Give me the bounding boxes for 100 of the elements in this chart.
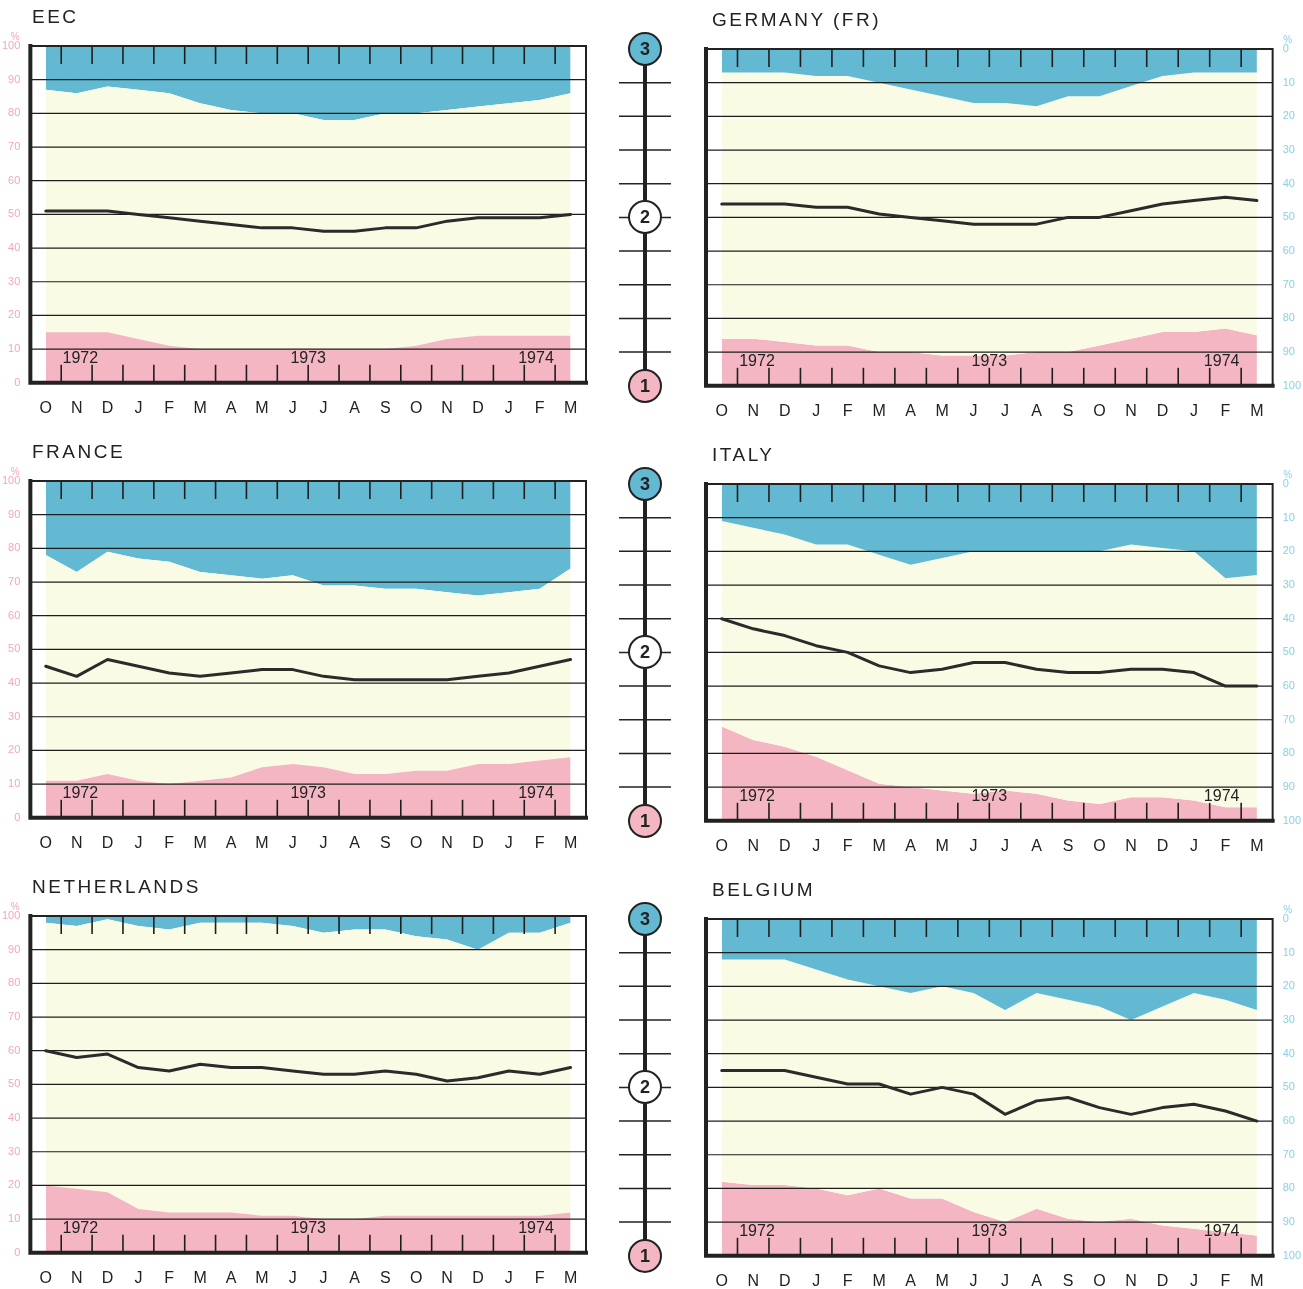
y-tick-label: 80 <box>8 106 21 119</box>
x-tick-label: O <box>409 1268 423 1286</box>
annotation: 1973 <box>971 787 1008 805</box>
x-tick-label: M <box>1250 836 1264 854</box>
chart-title: EEC <box>32 6 79 28</box>
y2-tick-label: 30 <box>1282 578 1295 591</box>
x-tick-label: J <box>134 398 143 416</box>
x-tick-label: J <box>134 1268 143 1286</box>
y-tick-label: 70 <box>8 575 21 588</box>
x-tick-label: M <box>563 833 578 851</box>
x-tick-label: S <box>1062 836 1074 854</box>
annotation: 1972 <box>62 784 99 802</box>
annotation: 1972 <box>739 1222 775 1240</box>
x-tick-label: N <box>747 836 759 854</box>
y-tick-label: 80 <box>8 541 21 554</box>
x-tick-label: J <box>812 401 821 419</box>
y-tick-label: 70 <box>8 140 21 153</box>
x-tick-label: N <box>1125 836 1137 854</box>
x-tick-label: F <box>534 1268 545 1286</box>
y2-axis-title: % <box>1283 903 1293 915</box>
y-tick-label: 20 <box>8 743 21 756</box>
x-tick-label: M <box>255 833 269 851</box>
y-tick-label: 60 <box>8 1043 21 1056</box>
x-tick-label: O <box>1093 401 1106 419</box>
y-tick-label: 10 <box>8 777 21 790</box>
y2-tick-label: 20 <box>1282 979 1295 992</box>
x-tick-label: A <box>1031 1271 1043 1289</box>
y2-tick-label: 70 <box>1282 1147 1295 1160</box>
x-tick-label: A <box>905 836 917 854</box>
x-tick-label: O <box>715 401 728 419</box>
text: 3 <box>628 467 662 501</box>
x-tick-label: F <box>842 836 853 854</box>
x-tick-label: J <box>288 833 297 851</box>
y-tick-label: 30 <box>8 1144 21 1157</box>
x-tick-label: F <box>534 833 545 851</box>
x-tick-label: M <box>935 401 949 419</box>
x-tick-label: N <box>70 1268 83 1286</box>
y2-tick-label: 90 <box>1282 780 1295 793</box>
x-tick-label: A <box>225 1268 237 1286</box>
y2-tick-label: 50 <box>1282 210 1295 223</box>
y2-tick-label: 60 <box>1282 1114 1295 1127</box>
x-tick-label: S <box>1062 1271 1074 1289</box>
y2-tick-label: 10 <box>1282 510 1295 523</box>
y2-tick-label: 90 <box>1282 345 1295 358</box>
y2-tick-label: 0 <box>1282 477 1289 490</box>
y2-tick-label: 60 <box>1282 679 1295 692</box>
annotation: 1974 <box>518 349 554 367</box>
annotation: 1974 <box>1203 787 1240 805</box>
x-tick-label: O <box>409 398 423 416</box>
x-tick-label: M <box>872 401 886 419</box>
x-tick-label: J <box>134 833 143 851</box>
y-tick-label: 70 <box>8 1010 21 1023</box>
y2-tick-label: 80 <box>1282 746 1295 759</box>
x-tick-label: A <box>905 401 917 419</box>
x-tick-label: S <box>380 398 391 416</box>
x-tick-label: O <box>1093 1271 1106 1289</box>
y2-axis-title: % <box>1283 468 1293 480</box>
y-tick-label: 0 <box>14 1245 21 1258</box>
x-tick-label: A <box>349 833 361 851</box>
y-tick-label: 50 <box>8 1077 21 1090</box>
x-tick-label: O <box>409 833 423 851</box>
y2-tick-label: 100 <box>1282 813 1302 826</box>
x-tick-label: D <box>1156 1271 1169 1289</box>
y-tick-label: 40 <box>8 676 21 689</box>
y-tick-label: 10 <box>8 1212 21 1225</box>
x-tick-label: D <box>101 833 114 851</box>
annotation: 1972 <box>739 787 775 805</box>
annotation: 1973 <box>971 352 1008 370</box>
y-tick-label: 40 <box>8 1111 21 1124</box>
x-tick-label: J <box>319 1268 328 1286</box>
y-tick-label: 90 <box>8 942 21 955</box>
annotation: 1973 <box>290 784 327 802</box>
y2-tick-label: 80 <box>1282 1181 1295 1194</box>
y2-axis-title: % <box>1283 33 1293 45</box>
x-tick-label: F <box>164 833 175 851</box>
y2-tick-label: 10 <box>1282 945 1295 958</box>
x-tick-label: J <box>969 401 978 419</box>
x-tick-label: D <box>1156 836 1169 854</box>
x-tick-label: N <box>441 1268 453 1286</box>
y-tick-label: 90 <box>8 507 21 520</box>
annotation: 1972 <box>62 349 99 367</box>
y-tick-label: 80 <box>8 976 21 989</box>
x-tick-label: N <box>1125 1271 1137 1289</box>
x-tick-label: J <box>1001 401 1010 419</box>
annotation: 1974 <box>518 1219 554 1237</box>
annotation: 1972 <box>62 1219 99 1237</box>
x-tick-label: O <box>715 1271 728 1289</box>
x-tick-label: J <box>1189 836 1198 854</box>
chart-title: BELGIUM <box>712 879 816 901</box>
y-tick-label: 90 <box>8 72 21 85</box>
x-tick-label: N <box>70 833 83 851</box>
x-tick-label: A <box>1031 836 1043 854</box>
y-tick-label: 20 <box>8 308 21 321</box>
x-tick-label: D <box>778 1271 791 1289</box>
y2-tick-label: 40 <box>1282 1046 1295 1059</box>
text: 1 <box>628 368 662 403</box>
chart-title: GERMANY (FR) <box>712 9 881 31</box>
y-tick-label: 100 <box>1 909 21 922</box>
x-tick-label: J <box>504 833 513 851</box>
y2-tick-label: 40 <box>1282 176 1295 189</box>
